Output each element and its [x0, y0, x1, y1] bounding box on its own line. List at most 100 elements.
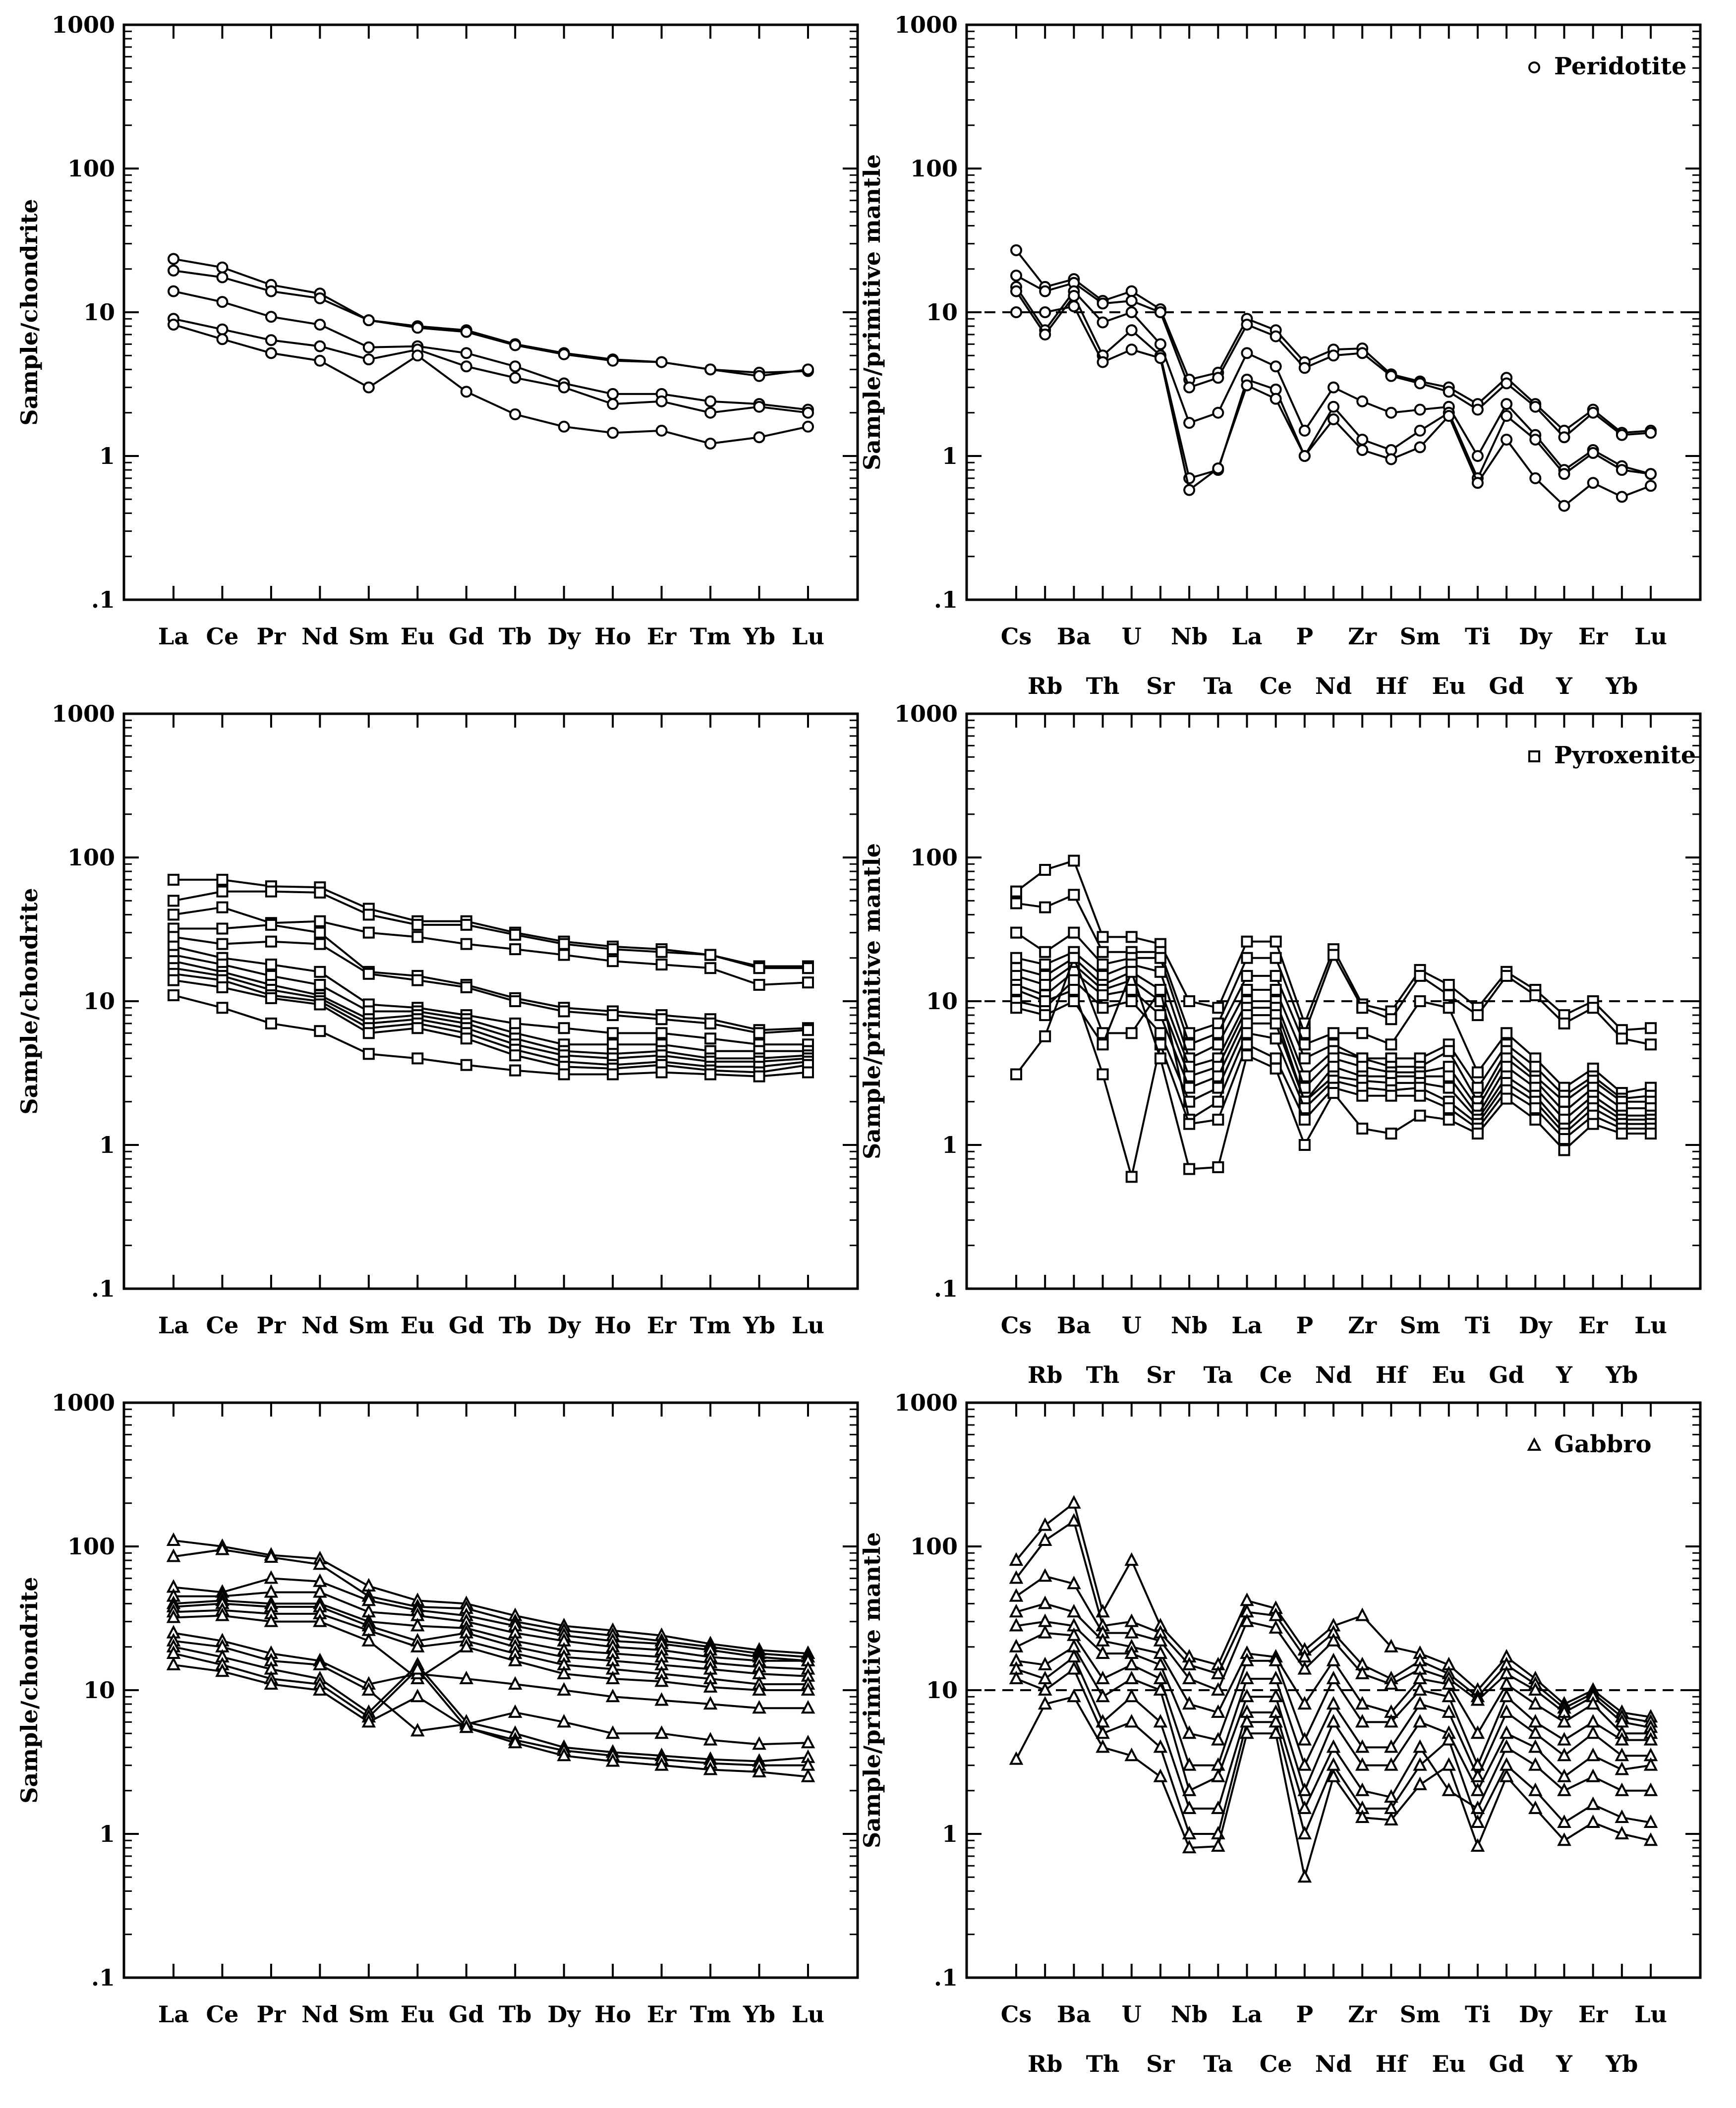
data-point: [1125, 966, 1138, 978]
data-point: [168, 285, 179, 297]
series-2: [1010, 269, 1657, 444]
data-point: [1413, 1696, 1427, 1710]
y-tick-label: .1: [934, 586, 958, 613]
legend: Peridotite: [1528, 53, 1687, 80]
data-point: [1241, 969, 1253, 982]
data-point: [1326, 1714, 1341, 1728]
data-point: [1471, 403, 1484, 416]
data-point: [1270, 969, 1282, 982]
series-line: [173, 936, 809, 1034]
y-tick-label: 1000: [894, 11, 958, 38]
data-point: [314, 886, 326, 899]
y-axis-label: Sample/primitive mantle: [859, 1532, 885, 1848]
data-point: [1643, 1782, 1658, 1796]
y-axis-label: Sample/chondrite: [16, 1577, 43, 1803]
data-point: [509, 943, 521, 956]
y-tick-label: 1: [99, 443, 115, 469]
data-point: [607, 388, 619, 400]
data-point: [362, 926, 375, 939]
x-tick-label: Sr: [1146, 2051, 1175, 2077]
data-point: [607, 1009, 619, 1022]
data-point: [459, 1670, 474, 1685]
data-point: [1470, 1800, 1485, 1814]
x-tick-label: Yb: [743, 2001, 775, 2028]
data-point: [1645, 1128, 1657, 1140]
data-point: [362, 381, 375, 394]
series-line: [173, 890, 808, 969]
series-5: [168, 931, 814, 1039]
data-point: [1298, 1052, 1311, 1065]
data-point: [1414, 424, 1426, 437]
data-point: [1471, 1082, 1484, 1094]
x-tick-label: Gd: [1489, 2051, 1524, 2077]
data-point: [1211, 1704, 1225, 1718]
series-line: [173, 318, 809, 414]
data-point: [1124, 1714, 1139, 1728]
data-point: [1125, 295, 1138, 307]
legend-label: Peridotite: [1554, 53, 1687, 80]
data-point: [1471, 1009, 1484, 1022]
data-point: [1528, 1782, 1543, 1796]
data-point: [1645, 480, 1657, 492]
data-point: [752, 1682, 766, 1696]
x-tick-label: Th: [1086, 2051, 1120, 2077]
data-point: [703, 1679, 718, 1693]
x-tick-label: Lu: [792, 2001, 824, 2028]
y-tick-label: .1: [91, 1275, 115, 1302]
data-point: [215, 1541, 230, 1555]
data-point: [1183, 484, 1196, 496]
x-tick-label: Sm: [348, 623, 389, 650]
data-point: [1615, 1747, 1629, 1762]
legend: Gabbro: [1527, 1430, 1652, 1458]
data-point: [1643, 1732, 1658, 1746]
data-point: [1586, 1696, 1600, 1710]
series-line: [173, 967, 809, 1063]
data-point: [1039, 328, 1051, 341]
data-point: [1298, 1139, 1311, 1151]
x-tick-label: Dy: [547, 2001, 581, 2028]
data-point: [264, 1570, 279, 1584]
data-point: [1010, 1002, 1022, 1014]
data-point: [1009, 1639, 1024, 1652]
data-point: [1414, 1089, 1426, 1102]
data-point: [1586, 1725, 1600, 1739]
data-point: [168, 909, 179, 921]
x-tick-label: Y: [1556, 1362, 1573, 1388]
data-point: [1212, 462, 1224, 474]
data-point: [1501, 969, 1513, 982]
data-point: [216, 981, 229, 993]
data-point: [704, 1017, 717, 1029]
x-tick-label: Lu: [1634, 1312, 1667, 1339]
x-tick-label: Nb: [1171, 1312, 1208, 1339]
data-point: [557, 1665, 571, 1679]
data-point: [752, 1764, 766, 1777]
data-point: [752, 1736, 766, 1750]
data-point: [1645, 427, 1657, 439]
data-point: [1125, 1171, 1138, 1183]
data-point: [1240, 1613, 1254, 1627]
data-point: [216, 323, 229, 336]
x-tick-label: Cs: [1001, 2001, 1032, 2028]
x-tick-label: Y: [1556, 673, 1573, 699]
series-5: [168, 318, 814, 450]
data-point: [557, 1682, 571, 1696]
data-point: [1328, 949, 1339, 961]
data-point: [508, 1676, 522, 1690]
data-point: [1241, 318, 1253, 331]
data-point: [411, 1022, 424, 1034]
data-point: [1154, 1009, 1166, 1022]
data-point: [1241, 1038, 1253, 1051]
data-point: [1009, 1618, 1024, 1632]
y-tick-label: 10: [926, 988, 958, 1015]
data-point: [802, 1066, 814, 1079]
data-point: [1643, 1757, 1658, 1771]
data-point: [1528, 1725, 1543, 1739]
data-point: [362, 341, 375, 353]
data-point: [1587, 1118, 1599, 1130]
data-point: [1616, 429, 1628, 441]
legend-marker: [1527, 1437, 1542, 1451]
data-point: [1558, 1133, 1570, 1145]
y-tick-label: 1: [99, 1132, 115, 1158]
data-point: [1443, 1045, 1455, 1057]
data-point: [1443, 1061, 1455, 1073]
